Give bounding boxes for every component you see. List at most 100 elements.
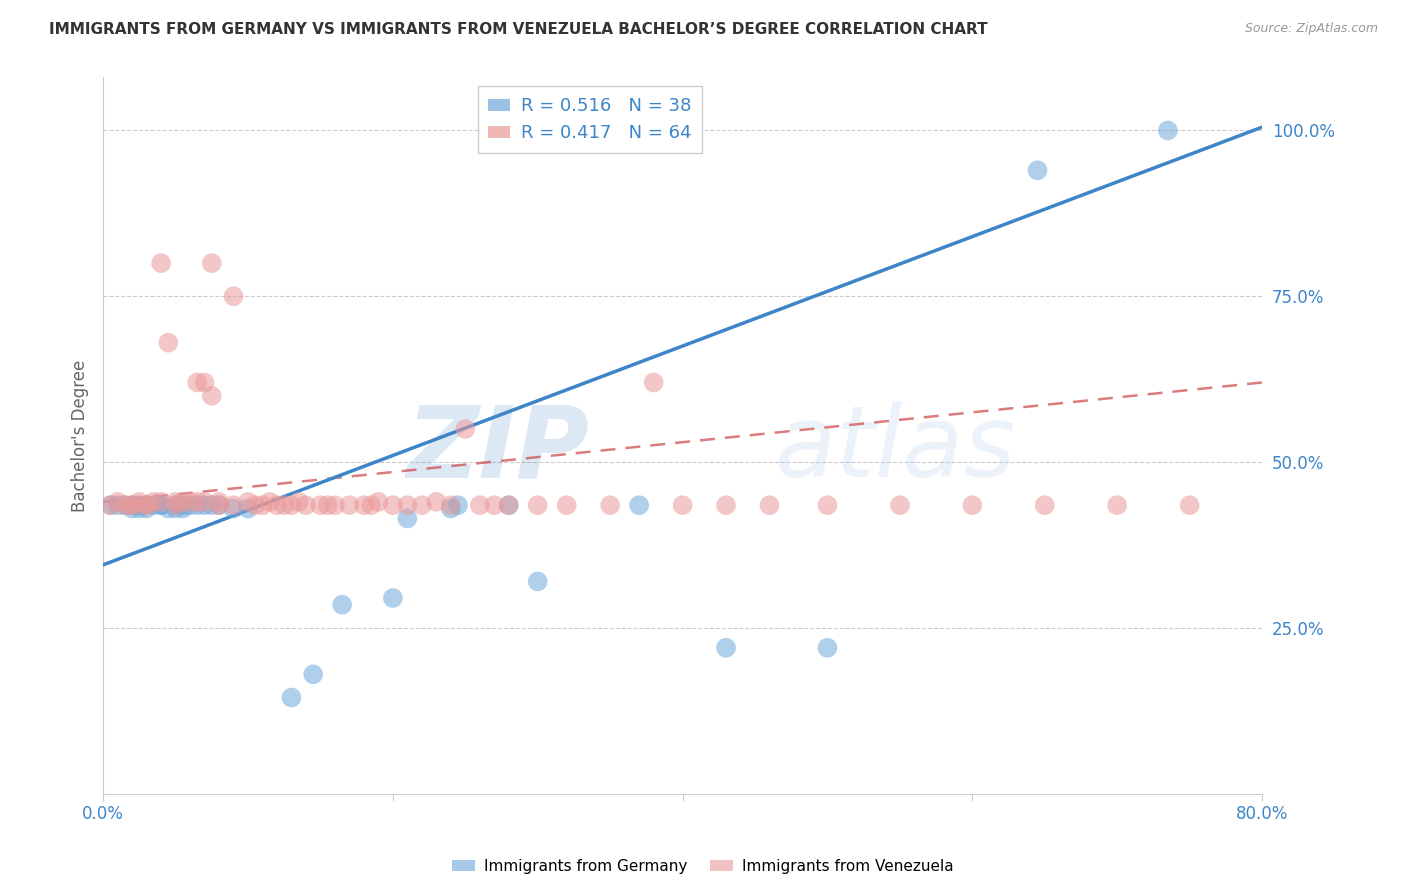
- Point: [165, 495, 187, 509]
- Point: [165, 498, 187, 512]
- Point: [758, 498, 780, 512]
- Point: [1107, 498, 1129, 512]
- Point: [360, 498, 382, 512]
- Point: [193, 376, 215, 390]
- Point: [259, 495, 281, 509]
- Point: [222, 498, 245, 512]
- Point: [817, 498, 839, 512]
- Point: [107, 495, 129, 509]
- Point: [817, 640, 839, 655]
- Point: [526, 574, 548, 589]
- Point: [172, 495, 194, 509]
- Point: [201, 498, 224, 512]
- Point: [114, 498, 136, 512]
- Point: [396, 498, 419, 512]
- Point: [381, 498, 404, 512]
- Point: [186, 495, 208, 509]
- Point: [121, 498, 143, 512]
- Legend: R = 0.516   N = 38, R = 0.417   N = 64: R = 0.516 N = 38, R = 0.417 N = 64: [478, 87, 702, 153]
- Point: [179, 495, 201, 509]
- Point: [440, 498, 463, 512]
- Point: [121, 498, 143, 512]
- Point: [107, 498, 129, 512]
- Point: [193, 495, 215, 509]
- Point: [252, 498, 274, 512]
- Point: [172, 498, 194, 512]
- Point: [121, 501, 143, 516]
- Point: [287, 495, 309, 509]
- Point: [135, 501, 157, 516]
- Point: [714, 498, 737, 512]
- Point: [411, 498, 433, 512]
- Point: [339, 498, 361, 512]
- Point: [222, 289, 245, 303]
- Point: [484, 498, 506, 512]
- Point: [128, 495, 150, 509]
- Point: [643, 376, 665, 390]
- Point: [425, 495, 447, 509]
- Point: [245, 498, 267, 512]
- Point: [280, 690, 302, 705]
- Point: [447, 498, 470, 512]
- Point: [316, 498, 339, 512]
- Point: [1033, 498, 1056, 512]
- Point: [135, 498, 157, 512]
- Point: [114, 498, 136, 512]
- Point: [628, 498, 651, 512]
- Text: Source: ZipAtlas.com: Source: ZipAtlas.com: [1244, 22, 1378, 36]
- Point: [201, 389, 224, 403]
- Point: [367, 495, 389, 509]
- Point: [208, 498, 231, 512]
- Point: [295, 498, 318, 512]
- Text: ZIP: ZIP: [406, 401, 591, 499]
- Point: [128, 501, 150, 516]
- Point: [157, 501, 180, 516]
- Point: [150, 498, 173, 512]
- Point: [309, 498, 332, 512]
- Point: [302, 667, 325, 681]
- Y-axis label: Bachelor's Degree: Bachelor's Degree: [72, 359, 89, 512]
- Point: [172, 501, 194, 516]
- Point: [353, 498, 375, 512]
- Point: [128, 498, 150, 512]
- Text: atlas: atlas: [775, 401, 1017, 499]
- Point: [323, 498, 346, 512]
- Point: [135, 498, 157, 512]
- Point: [186, 376, 208, 390]
- Point: [222, 501, 245, 516]
- Point: [142, 498, 165, 512]
- Point: [186, 498, 208, 512]
- Point: [150, 498, 173, 512]
- Point: [1157, 123, 1180, 137]
- Point: [468, 498, 491, 512]
- Point: [396, 511, 419, 525]
- Point: [526, 498, 548, 512]
- Point: [236, 501, 259, 516]
- Point: [100, 498, 122, 512]
- Point: [157, 335, 180, 350]
- Point: [201, 256, 224, 270]
- Point: [273, 498, 295, 512]
- Point: [193, 498, 215, 512]
- Point: [208, 495, 231, 509]
- Text: IMMIGRANTS FROM GERMANY VS IMMIGRANTS FROM VENEZUELA BACHELOR’S DEGREE CORRELATI: IMMIGRANTS FROM GERMANY VS IMMIGRANTS FR…: [49, 22, 988, 37]
- Point: [671, 498, 693, 512]
- Point: [280, 498, 302, 512]
- Point: [100, 498, 122, 512]
- Point: [135, 498, 157, 512]
- Point: [150, 495, 173, 509]
- Point: [165, 501, 187, 516]
- Point: [498, 498, 520, 512]
- Point: [962, 498, 984, 512]
- Point: [555, 498, 578, 512]
- Point: [889, 498, 911, 512]
- Point: [330, 598, 353, 612]
- Point: [121, 498, 143, 512]
- Legend: Immigrants from Germany, Immigrants from Venezuela: Immigrants from Germany, Immigrants from…: [446, 853, 960, 880]
- Point: [236, 495, 259, 509]
- Point: [1026, 163, 1049, 178]
- Point: [142, 495, 165, 509]
- Point: [150, 256, 173, 270]
- Point: [165, 498, 187, 512]
- Point: [179, 498, 201, 512]
